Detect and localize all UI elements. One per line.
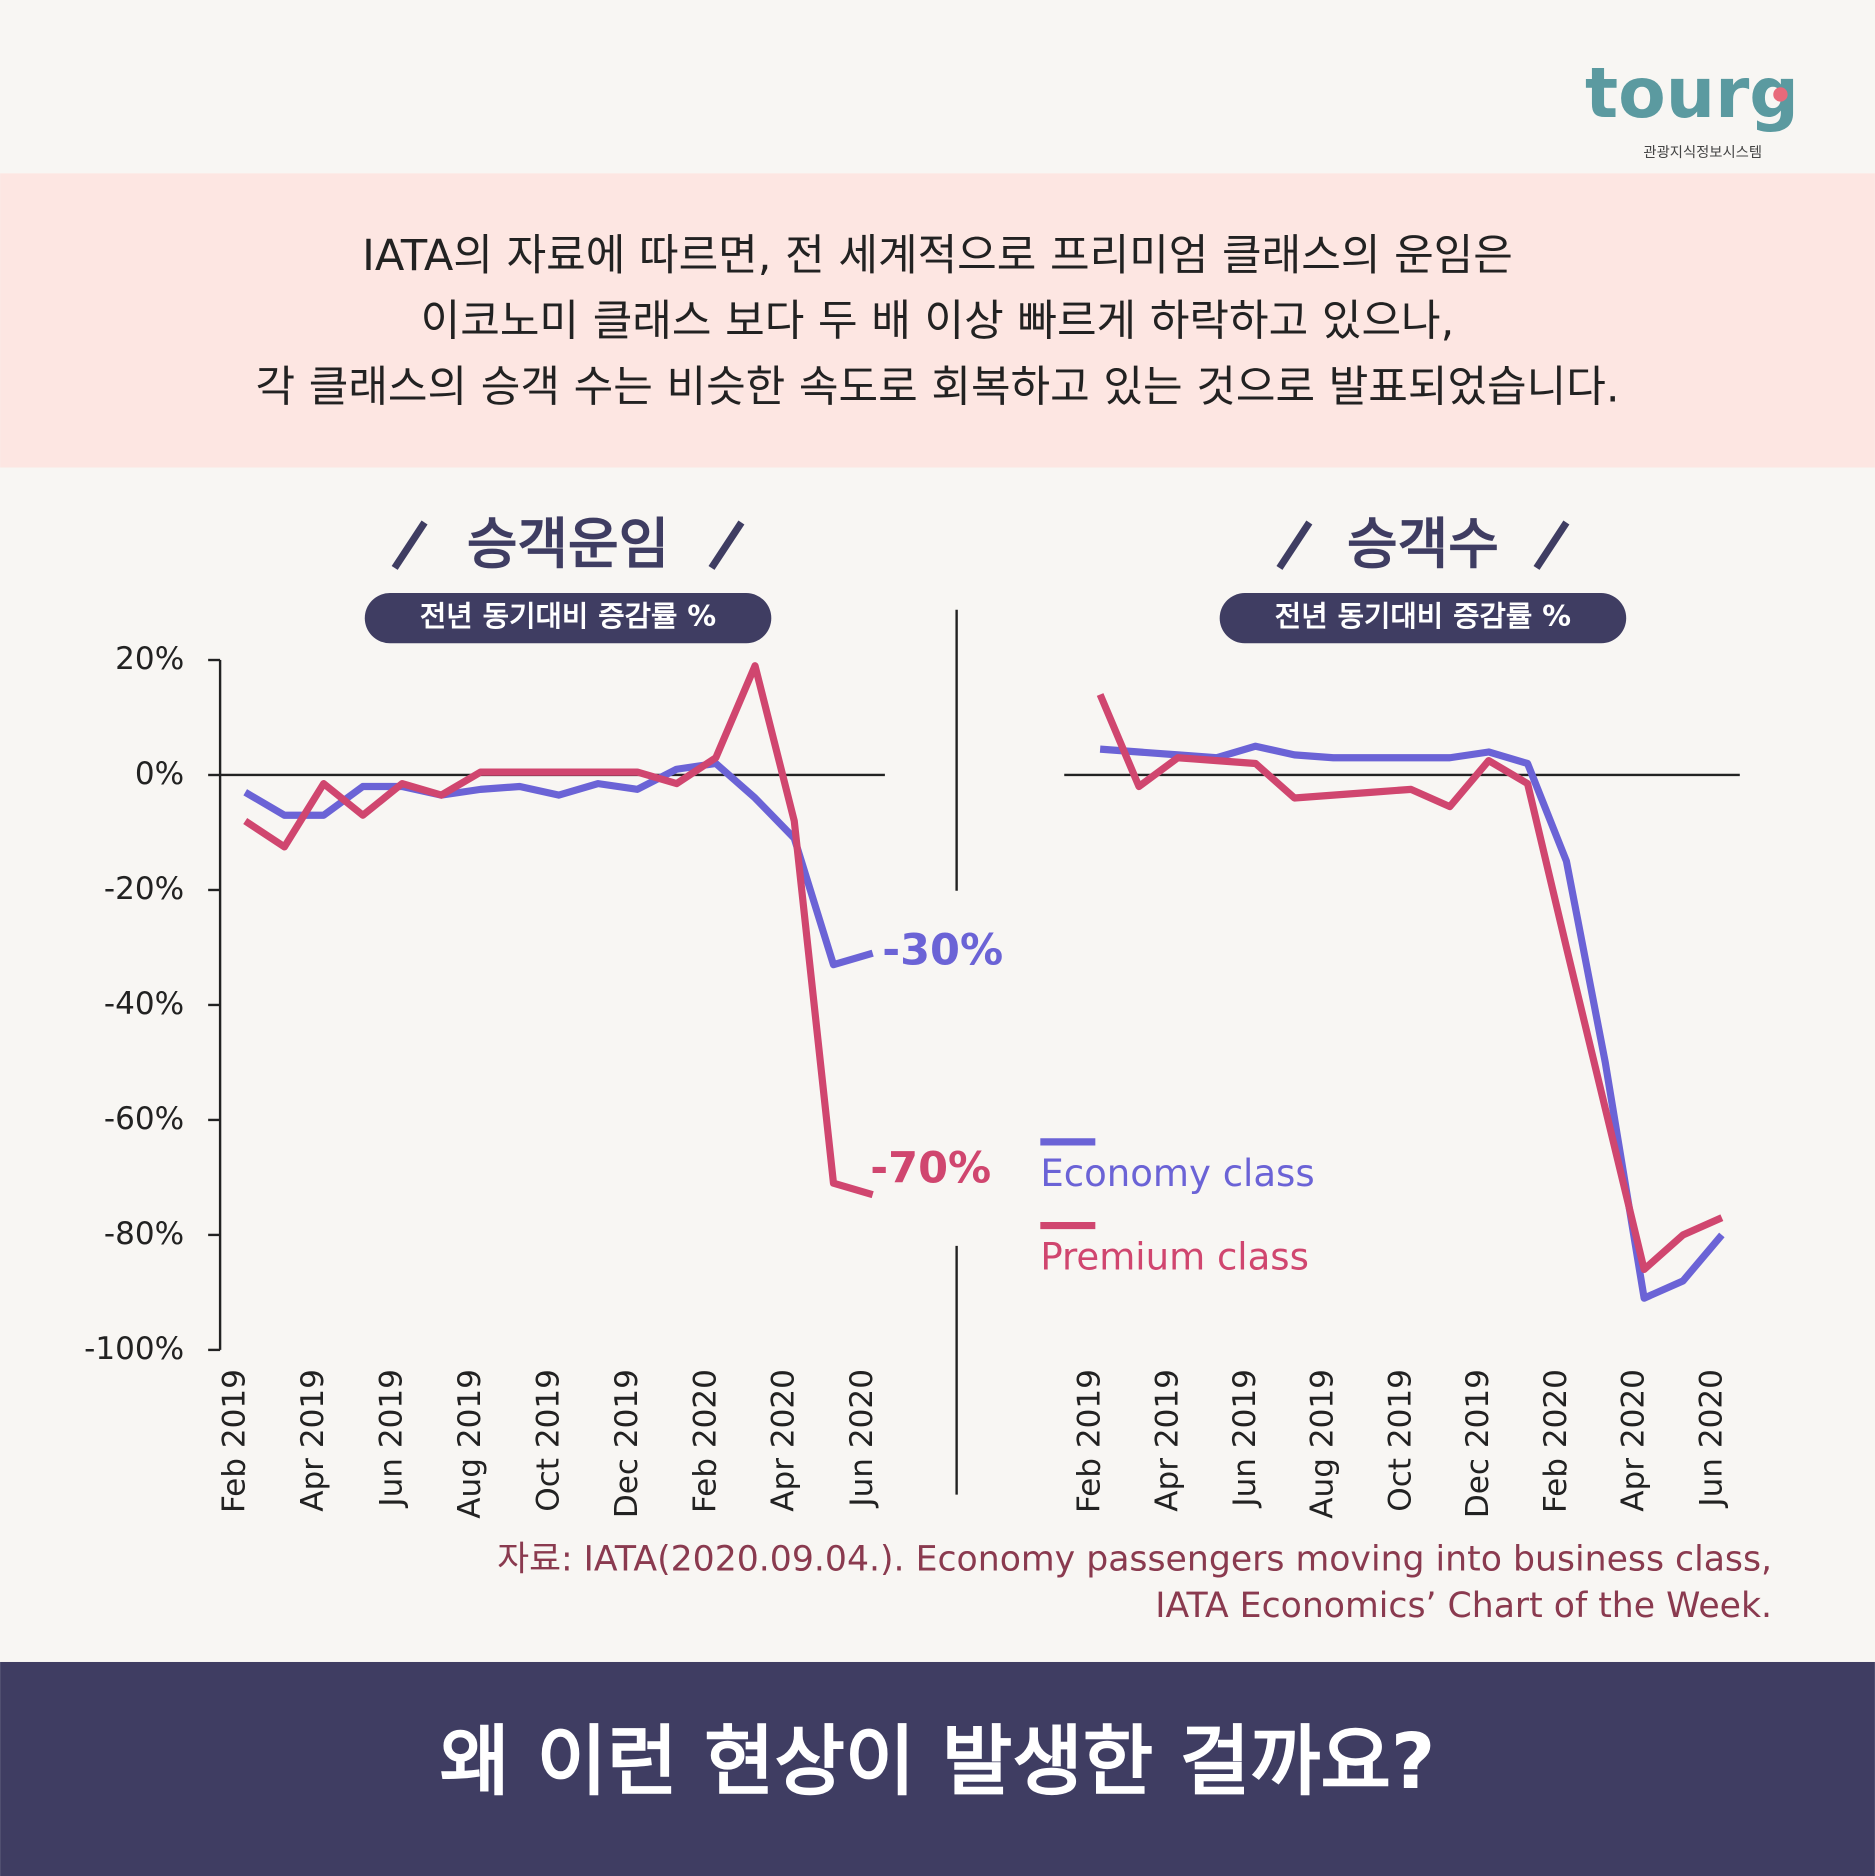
y-tick-label: 20%: [115, 641, 184, 677]
x-tick-label: Jun 2020: [844, 1369, 880, 1509]
x-tick-label: Jun 2020: [1693, 1369, 1729, 1509]
source: 자료: IATA(2020.09.04.). Economy passenger…: [497, 1539, 1772, 1579]
legend-label: Economy class: [1040, 1152, 1314, 1195]
logo-tagline: 관광지식정보시스템: [1643, 144, 1762, 161]
x-tick-label: Oct 2019: [1382, 1369, 1418, 1512]
subtitle-pill: [364, 593, 772, 644]
chart-title: 승객수: [1347, 512, 1499, 576]
x-tick-label: Jun 2019: [374, 1369, 410, 1509]
x-tick-label: Feb 2020: [687, 1369, 723, 1513]
intro-line: IATA의 자료에 따르면, 전 세계적으로 프리미엄 클래스의 운임은: [362, 231, 1513, 281]
y-tick-label: -20%: [104, 871, 184, 907]
x-tick-label: Feb 2019: [217, 1369, 253, 1513]
footer-band: [0, 1661, 1875, 1876]
line-series: [1096, 693, 1724, 1274]
title-slash: [391, 520, 428, 570]
y-tick-label: -60%: [104, 1101, 184, 1137]
x-tick-label: Apr 2020: [1616, 1369, 1652, 1512]
y-tick-label: -100%: [84, 1331, 184, 1367]
chart-title: 승객운임: [467, 512, 669, 576]
chart-subtitle: 전년 동기대비 증감률 %: [1275, 599, 1571, 633]
x-tick-label: Apr 2020: [766, 1369, 802, 1512]
subtitle-pill: [1219, 593, 1627, 644]
y-tick-label: 0%: [135, 756, 184, 792]
x-tick-label: Apr 2019: [1149, 1369, 1185, 1512]
chart-subtitle: 전년 동기대비 증감률 %: [420, 599, 716, 633]
title-slash: [1533, 520, 1570, 570]
x-tick-label: Oct 2019: [530, 1369, 566, 1512]
x-tick-label: Feb 2019: [1072, 1369, 1108, 1513]
y-tick-label: -40%: [104, 986, 184, 1022]
title-slash: [1276, 520, 1313, 570]
x-tick-label: Apr 2019: [295, 1369, 331, 1512]
end-label: -70%: [870, 1143, 991, 1193]
title-slash: [708, 520, 745, 570]
line-series: [243, 759, 874, 969]
x-tick-label: Aug 2019: [1305, 1369, 1341, 1519]
logo-name: tourg: [1585, 54, 1799, 134]
intro-line: 각 클래스의 승객 수는 비슷한 속도로 회복하고 있는 것으로 발표되었습니다…: [255, 362, 1619, 412]
line-series: [243, 662, 874, 1199]
source: IATA Economics’ Chart of the Week.: [1155, 1586, 1772, 1626]
legend-label: Premium class: [1040, 1236, 1309, 1279]
intro-band: [0, 173, 1875, 468]
x-tick-label: Aug 2019: [452, 1369, 488, 1519]
x-tick-label: Dec 2019: [1460, 1369, 1496, 1518]
logo-pin: [1773, 87, 1788, 102]
x-tick-label: Jun 2019: [1227, 1369, 1263, 1509]
x-tick-label: Feb 2020: [1538, 1369, 1574, 1513]
intro-line: 이코노미 클래스 보다 두 배 이상 빠르게 하락하고 있으나,: [421, 297, 1455, 347]
end-label: -30%: [882, 926, 1003, 976]
y-tick-label: -80%: [104, 1216, 184, 1252]
x-tick-label: Dec 2019: [609, 1369, 645, 1518]
footer-question: 왜 이런 현상이 발생한 걸까요?: [440, 1718, 1436, 1807]
